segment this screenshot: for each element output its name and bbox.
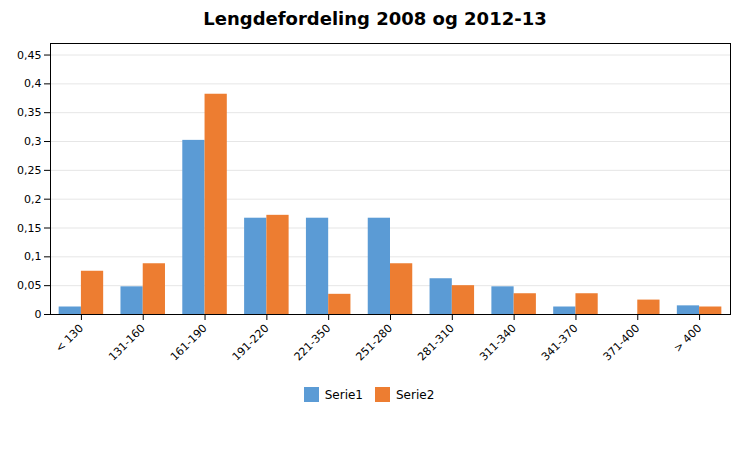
svg-text:131-160: 131-160: [106, 322, 148, 364]
svg-text:0,35: 0,35: [17, 106, 42, 119]
html-text:Lengdefordeling 2008 og 2012-1: Lengdefordeling 2008 og 2012-13: [203, 8, 547, 29]
svg-text:0,05: 0,05: [17, 279, 42, 292]
html-text:Serie1: Serie1: [324, 387, 363, 402]
html-text:Serie2: Serie2: [396, 387, 435, 402]
svg-text:251-280: 251-280: [353, 322, 395, 364]
svg-text:0,3: 0,3: [24, 135, 42, 148]
svg-text:311-340: 311-340: [477, 322, 519, 364]
svg-text:221-350: 221-350: [292, 322, 334, 364]
svg-text:< 130: < 130: [53, 322, 86, 355]
svg-text:0,45: 0,45: [17, 49, 42, 62]
svg-text:> 400: > 400: [671, 322, 704, 355]
svg-text:0,15: 0,15: [17, 222, 42, 235]
svg-text:281-310: 281-310: [415, 322, 457, 364]
svg-text:341-370: 341-370: [539, 322, 581, 364]
svg-text:191-220: 191-220: [230, 322, 272, 364]
svg-text:0,2: 0,2: [24, 193, 42, 206]
svg-text:0,1: 0,1: [24, 250, 42, 263]
svg-text:371-400: 371-400: [601, 322, 643, 364]
svg-text:0,25: 0,25: [17, 164, 42, 177]
svg-text:161-190: 161-190: [168, 322, 210, 364]
svg-text:0,4: 0,4: [24, 77, 42, 90]
svg-text:0: 0: [35, 308, 42, 321]
